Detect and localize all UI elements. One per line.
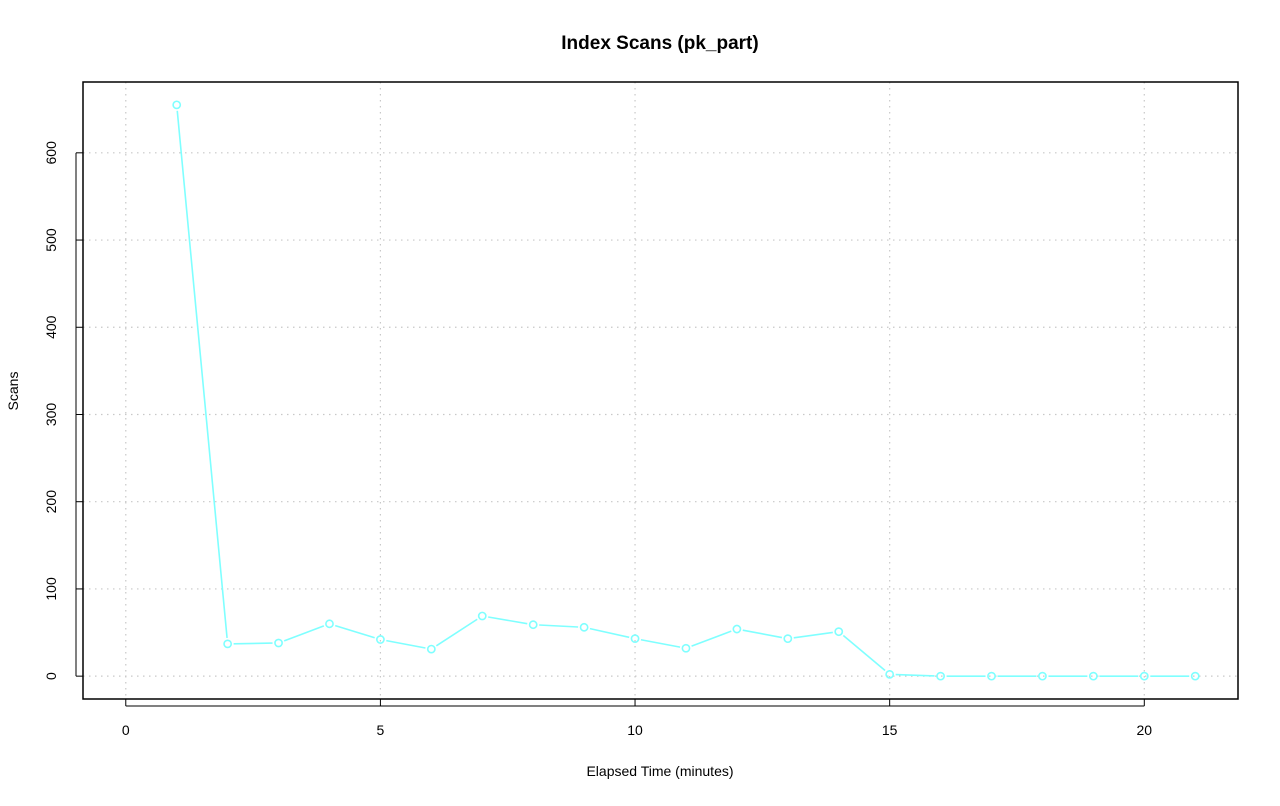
grid [83,82,1238,699]
series-line-segment [386,639,426,649]
x-tick-label: 10 [627,722,643,738]
x-tick-label: 15 [882,722,898,738]
y-tick-label: 200 [43,490,59,514]
series-line-segment [539,624,579,628]
data-point [579,622,589,632]
x-axis-label: Elapsed Time (minutes) [586,763,733,779]
series-scans [172,100,1200,681]
y-axis: 0 100 200 300 400 500 600 [43,141,83,680]
series-line-segment [895,673,935,677]
data-point [681,643,691,653]
series-line-segment [283,625,325,642]
data-point [528,620,538,630]
data-point [783,634,793,644]
y-tick-label: 100 [43,577,59,601]
data-point [426,644,436,654]
series-line-segment [435,618,478,647]
data-point [1038,671,1047,681]
data-point [172,100,182,110]
data-point [630,634,640,644]
data-point [1190,671,1200,681]
series-line-segment [640,638,681,648]
y-tick-label: 300 [43,403,59,427]
data-point [834,627,844,637]
x-tick-label: 5 [377,722,385,738]
plot-frame [82,81,1239,700]
x-tick-label: 20 [1137,722,1153,738]
data-point [223,639,233,649]
x-tick-label: 0 [122,722,130,738]
series-line-segment [176,110,228,638]
data-point [987,671,996,681]
data-point [325,619,334,629]
y-tick-label: 600 [43,141,59,165]
y-axis-label: Scans [5,372,21,411]
series-line-segment [691,630,732,647]
x-axis: 0 5 10 15 20 [122,699,1152,738]
series-line-segment [334,624,375,639]
data-point [477,611,487,621]
y-tick-label: 400 [43,315,59,339]
data-point [376,635,385,644]
data-point [1088,671,1098,681]
data-point [936,671,945,681]
data-point [885,670,895,679]
data-point [1139,671,1149,681]
y-tick-label: 500 [43,228,59,252]
data-point [274,638,283,648]
series-line-segment [488,616,528,625]
series-line-segment [742,629,783,639]
series-line-segment [589,627,630,639]
chart-title: Index Scans (pk_part) [561,33,758,54]
data-point [732,624,742,634]
series-line-segment [233,642,273,645]
y-tick-label: 0 [43,672,59,680]
series-line-segment [793,631,833,639]
series-line-segment [842,634,886,672]
